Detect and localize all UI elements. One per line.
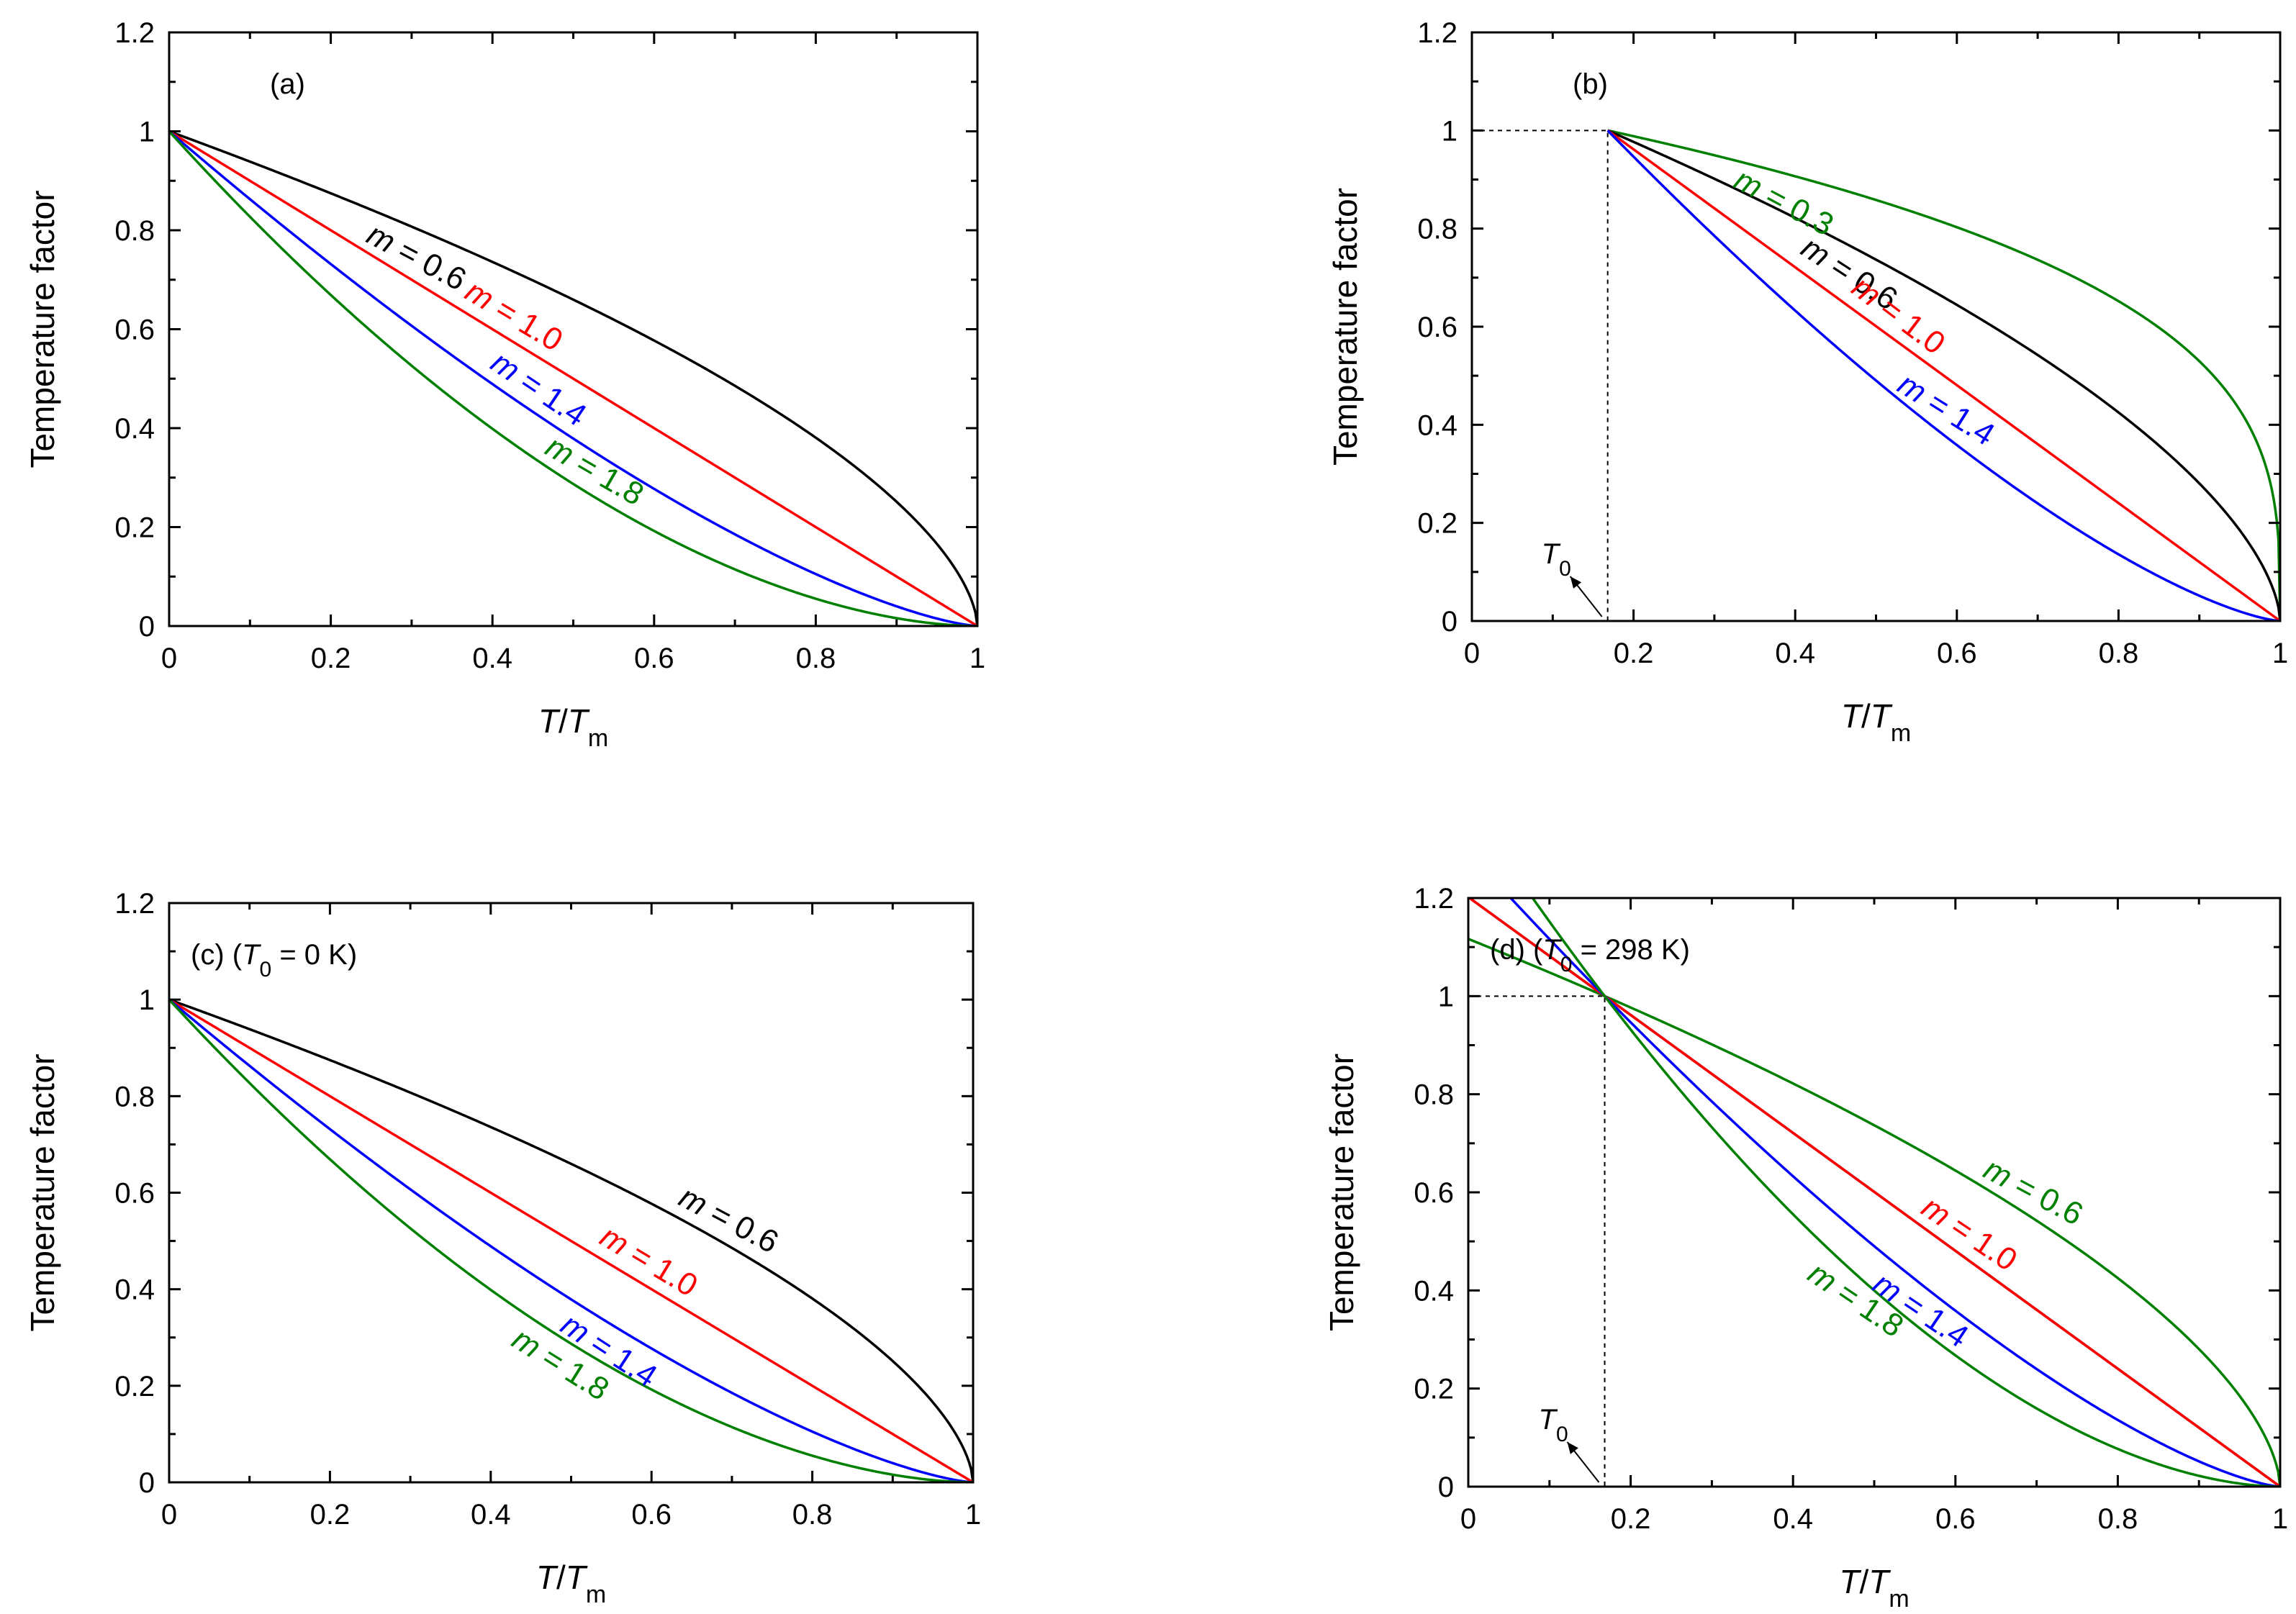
panel-label: (d) (T0 = 298 K)	[1490, 934, 1690, 976]
panel-label: (c) (T0 = 0 K)	[191, 939, 357, 981]
panel-label: (b)	[1573, 68, 1608, 100]
series-line-d-2	[1468, 898, 2280, 1487]
x-tick-label: 0.2	[311, 643, 351, 674]
x-axis-title: T/Tm	[1839, 1563, 1909, 1613]
y-axis-title: Temperature factor	[1323, 1053, 1360, 1331]
x-axis-title: T/Tm	[536, 1559, 606, 1608]
y-tick-label: 1.2	[114, 888, 155, 920]
series-line-a-1	[169, 130, 977, 626]
y-tick-label: 0	[1438, 1472, 1454, 1503]
y-tick-label: 1	[139, 117, 155, 148]
y-tick-label: 0	[1442, 606, 1457, 638]
x-tick-label: 0	[161, 643, 177, 674]
x-tick-label: 0.6	[634, 643, 674, 674]
y-tick-label: 1.2	[1414, 883, 1454, 915]
x-tick-label: 1	[2272, 638, 2288, 669]
series-line-b-0	[1607, 129, 2280, 621]
curve-label-a-1: m = 1.0	[459, 273, 569, 358]
x-tick-label: 1	[965, 1499, 981, 1531]
y-tick-label: 0.8	[114, 215, 155, 247]
series-line-d-0	[1468, 938, 2280, 1487]
y-tick-label: 0.4	[114, 1274, 155, 1306]
y-tick-label: 1	[139, 984, 155, 1016]
plot-frame	[168, 902, 975, 1484]
x-tick-label: 0.2	[1614, 638, 1654, 669]
series-line-c-2	[169, 998, 973, 1482]
t0-guide-line	[1472, 130, 1609, 621]
curve-label-d-0: m = 0.6	[1978, 1151, 2089, 1233]
series-line-a-0	[169, 130, 977, 626]
x-tick-label: 0.6	[631, 1499, 672, 1531]
x-tick-label: 0.8	[2098, 1503, 2138, 1535]
curve-label-b-3: m = 1.4	[1892, 366, 2000, 453]
x-tick-label: 0.4	[472, 643, 512, 674]
x-axis-title: T/Tm	[1841, 697, 1911, 747]
y-axis-title: Temperature factor	[1326, 188, 1364, 466]
y-tick-label: 0	[139, 1467, 155, 1499]
panel-label: (a)	[270, 68, 305, 100]
x-tick-label: 0.4	[1773, 1503, 1813, 1535]
x-tick-label: 1	[970, 643, 985, 674]
y-tick-label: 0.4	[1417, 409, 1457, 441]
curve-label-a-3: m = 1.8	[540, 429, 650, 512]
y-tick-label: 0.8	[1417, 214, 1457, 245]
x-tick-label: 0.8	[796, 643, 836, 674]
series-line-b-2	[1606, 129, 2280, 621]
series-line-c-3	[169, 998, 973, 1482]
y-tick-label: 0.2	[114, 512, 155, 544]
y-tick-label: 0.4	[1414, 1275, 1454, 1307]
series-line-b-3	[1606, 130, 2280, 621]
panel-d: T0 0 0.2 0.4 0.6 0.8 1 0 0.2 0.4 0.6 0.8 1 1.2 T/Tm Tem…	[1323, 883, 2288, 1613]
series-line-a-2	[169, 130, 977, 626]
series-line-c-1	[169, 998, 973, 1482]
panel-b: T0 0 0.2 0.4 0.6 0.8 1 0 0.2 0.4 0.6 0.8 1 1.2 T/Tm Tem…	[1326, 17, 2288, 747]
x-tick-label: 1	[2272, 1503, 2288, 1535]
y-tick-label: 1.2	[1417, 17, 1457, 49]
y-tick-label: 0.6	[114, 1178, 155, 1210]
y-tick-label: 1.2	[114, 17, 155, 49]
y-tick-label: 0.8	[1414, 1079, 1454, 1111]
y-tick-label: 0.2	[1414, 1374, 1454, 1405]
x-tick-label: 0	[1464, 638, 1480, 669]
t0-arrow-head	[1567, 1442, 1578, 1454]
x-tick-label: 0	[161, 1499, 177, 1531]
x-tick-label: 0.2	[1611, 1503, 1651, 1535]
y-tick-label: 0.6	[114, 314, 155, 346]
panel-a: 0 0.2 0.4 0.6 0.8 1 0 0.2 0.4 0.6 0.8 1 1.2 T/Tm Tempe…	[24, 17, 985, 752]
series-line-d-4	[1531, 898, 2280, 1487]
t0-label: T0	[1539, 1404, 1568, 1446]
x-tick-label: 0	[1460, 1503, 1476, 1535]
t0-label: T0	[1542, 538, 1571, 581]
series-line-b-1	[1606, 129, 2280, 621]
panel-c: 0 0.2 0.4 0.6 0.8 1 0 0.2 0.4 0.6 0.8 1 1.2 T/Tm Tempe…	[24, 888, 981, 1608]
t0-guide-line	[1468, 995, 1606, 1487]
y-tick-label: 0.6	[1417, 312, 1457, 343]
series-line-a-3	[169, 130, 977, 626]
y-tick-label: 0	[139, 611, 155, 643]
x-tick-label: 0.4	[1775, 638, 1815, 669]
x-tick-label: 0.8	[2099, 638, 2139, 669]
y-tick-label: 0.8	[114, 1081, 155, 1112]
y-tick-label: 0.2	[114, 1371, 155, 1402]
x-tick-label: 0.6	[1935, 1503, 1976, 1535]
y-axis-title: Temperature factor	[24, 1053, 61, 1331]
x-tick-label: 0.8	[792, 1499, 833, 1531]
curve-label-c-0: m = 0.6	[674, 1179, 785, 1261]
curve-label-c-1: m = 1.0	[594, 1218, 703, 1303]
x-tick-label: 0.2	[310, 1499, 351, 1531]
y-tick-label: 1	[1438, 981, 1454, 1012]
y-tick-label: 1	[1442, 115, 1457, 147]
y-tick-label: 0.6	[1414, 1177, 1454, 1209]
series-line-c-0	[169, 998, 973, 1482]
x-tick-label: 0.6	[1937, 638, 1977, 669]
y-tick-label: 0.4	[114, 413, 155, 445]
plot-frame	[168, 31, 979, 627]
y-tick-label: 0.2	[1417, 508, 1457, 540]
x-axis-title: T/Tm	[538, 702, 608, 752]
t0-arrow-head	[1570, 576, 1582, 589]
x-tick-label: 0.4	[471, 1499, 511, 1531]
y-axis-title: Temperature factor	[24, 190, 61, 468]
